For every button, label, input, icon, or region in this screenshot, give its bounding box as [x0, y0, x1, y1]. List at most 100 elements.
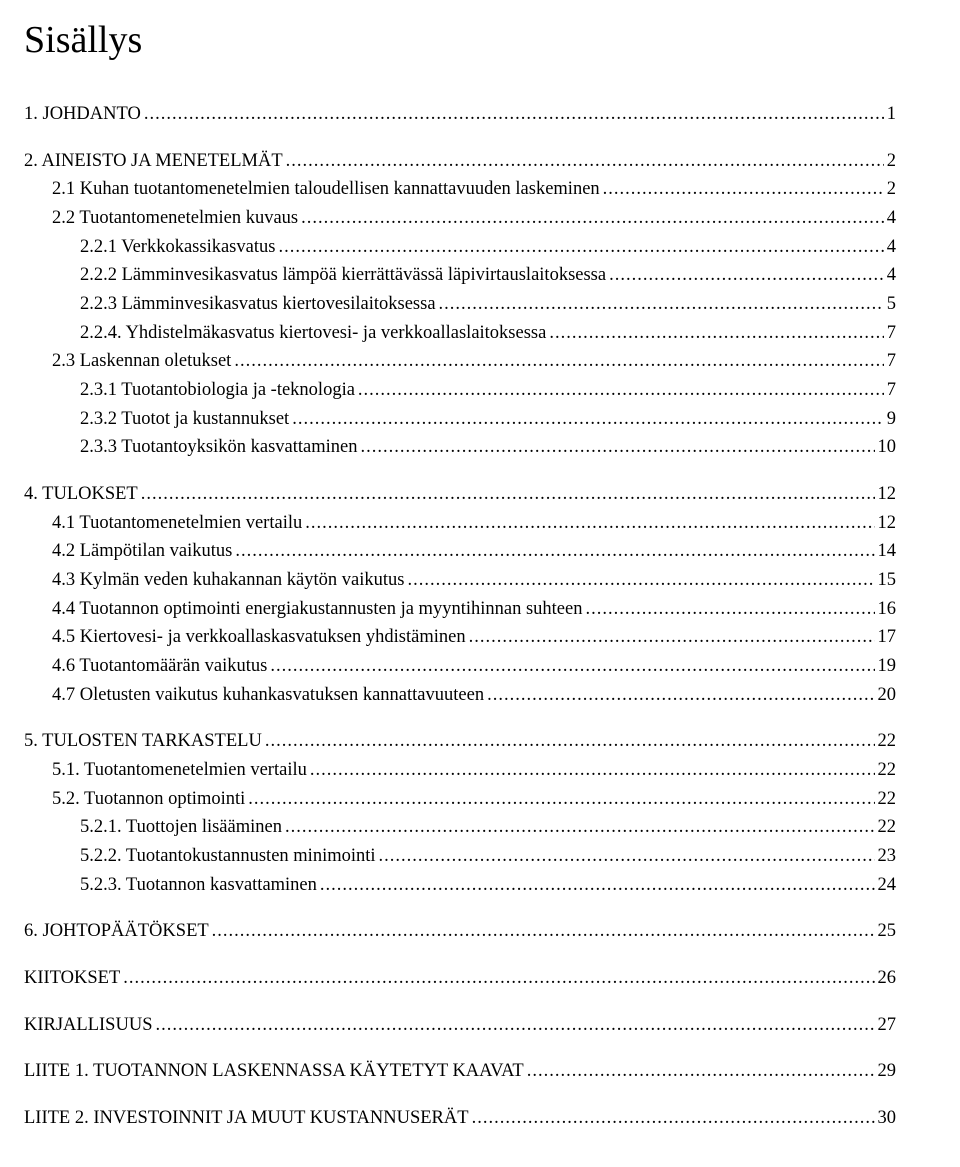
- toc-entry-page: 27: [878, 1011, 897, 1040]
- toc-entry[interactable]: 4.4 Tuotannon optimointi energiakustannu…: [52, 595, 896, 624]
- toc-entry-page: 20: [878, 681, 897, 710]
- toc-leader-dots: [144, 100, 884, 129]
- toc-entry-page: 2: [887, 175, 896, 204]
- toc-entry[interactable]: 4.6 Tuotantomäärän vaikutus 19: [52, 652, 896, 681]
- section-gap: [24, 993, 896, 1011]
- toc-leader-dots: [603, 175, 884, 204]
- toc-entry-label: 4. TULOKSET: [24, 480, 138, 509]
- toc-entry-page: 26: [878, 964, 897, 993]
- toc-entry[interactable]: KIRJALLISUUS 27: [24, 1011, 896, 1040]
- toc-entry[interactable]: LIITE 1. TUOTANNON LASKENNASSA KÄYTETYT …: [24, 1057, 896, 1086]
- toc-entry-label: 5. TULOSTEN TARKASTELU: [24, 727, 262, 756]
- toc-entry-label: 5.2.1. Tuottojen lisääminen: [80, 813, 282, 842]
- toc-entry-label: 2.1 Kuhan tuotantomenetelmien taloudelli…: [52, 175, 600, 204]
- toc-entry-page: 22: [878, 813, 897, 842]
- toc-entry[interactable]: 2.3.3 Tuotantoyksikön kasvattaminen 10: [80, 433, 896, 462]
- toc-entry-page: 7: [887, 347, 896, 376]
- toc-entry-page: 22: [878, 756, 897, 785]
- toc-entry[interactable]: 5.2. Tuotannon optimointi 22: [52, 785, 896, 814]
- toc-entry[interactable]: 4.3 Kylmän veden kuhakannan käytön vaiku…: [52, 566, 896, 595]
- toc-entry[interactable]: 5.2.1. Tuottojen lisääminen 22: [80, 813, 896, 842]
- toc-leader-dots: [278, 233, 883, 262]
- section-gap: [24, 1039, 896, 1057]
- toc-entry-label: 4.7 Oletusten vaikutus kuhankasvatuksen …: [52, 681, 484, 710]
- toc-entry-label: 5.2.3. Tuotannon kasvattaminen: [80, 871, 317, 900]
- toc-leader-dots: [487, 681, 874, 710]
- toc-entry-label: 2.2.4. Yhdistelmäkasvatus kiertovesi- ja…: [80, 319, 546, 348]
- toc-entry-page: 14: [878, 537, 897, 566]
- toc-entry-page: 7: [887, 319, 896, 348]
- toc-leader-dots: [469, 623, 875, 652]
- toc-entry-label: 4.1 Tuotantomenetelmien vertailu: [52, 509, 302, 538]
- toc-entry[interactable]: 5.1. Tuotantomenetelmien vertailu 22: [52, 756, 896, 785]
- toc-entry[interactable]: 4. TULOKSET 12: [24, 480, 896, 509]
- toc-entry-label: 4.5 Kiertovesi- ja verkkoallaskasvatukse…: [52, 623, 466, 652]
- section-gap: [24, 946, 896, 964]
- toc-entry[interactable]: 2.2.1 Verkkokassikasvatus 4: [80, 233, 896, 262]
- toc-container: 1. JOHDANTO 1 2. AINEISTO JA MENETELMÄT 2…: [24, 100, 896, 1133]
- toc-entry-page: 17: [878, 623, 897, 652]
- toc-entry-label: 4.3 Kylmän veden kuhakannan käytön vaiku…: [52, 566, 404, 595]
- toc-entry[interactable]: 5.2.3. Tuotannon kasvattaminen 24: [80, 871, 896, 900]
- toc-leader-dots: [305, 509, 874, 538]
- toc-entry-label: 1. JOHDANTO: [24, 100, 141, 129]
- toc-entry[interactable]: 1. JOHDANTO 1: [24, 100, 896, 129]
- toc-entry-label: 2.3.2 Tuotot ja kustannukset: [80, 405, 289, 434]
- toc-leader-dots: [141, 480, 875, 509]
- toc-leader-dots: [265, 727, 875, 756]
- toc-leader-dots: [212, 917, 875, 946]
- toc-entry[interactable]: 2.2.2 Lämminvesikasvatus lämpöä kierrätt…: [80, 261, 896, 290]
- toc-entry-page: 23: [878, 842, 897, 871]
- toc-entry[interactable]: 2.2 Tuotantomenetelmien kuvaus 4: [52, 204, 896, 233]
- toc-entry-page: 12: [878, 480, 897, 509]
- toc-entry[interactable]: LIITE 2. INVESTOINNIT JA MUUT KUSTANNUSE…: [24, 1104, 896, 1133]
- toc-entry-page: 10: [878, 433, 897, 462]
- toc-entry[interactable]: 4.7 Oletusten vaikutus kuhankasvatuksen …: [52, 681, 896, 710]
- toc-entry-label: 2.2.1 Verkkokassikasvatus: [80, 233, 275, 262]
- toc-entry-label: 2. AINEISTO JA MENETELMÄT: [24, 147, 283, 176]
- toc-entry-page: 19: [878, 652, 897, 681]
- toc-entry[interactable]: 5.2.2. Tuotantokustannusten minimointi 2…: [80, 842, 896, 871]
- toc-entry-label: LIITE 2. INVESTOINNIT JA MUUT KUSTANNUSE…: [24, 1104, 469, 1133]
- toc-entry-page: 29: [878, 1057, 897, 1086]
- toc-entry-page: 30: [878, 1104, 897, 1133]
- toc-entry-label: KIRJALLISUUS: [24, 1011, 152, 1040]
- toc-entry-page: 1: [887, 100, 896, 129]
- toc-entry-label: 5.2. Tuotannon optimointi: [52, 785, 245, 814]
- toc-entry-label: 4.4 Tuotannon optimointi energiakustannu…: [52, 595, 582, 624]
- toc-entry[interactable]: 4.1 Tuotantomenetelmien vertailu 12: [52, 509, 896, 538]
- toc-entry[interactable]: 2.2.3 Lämminvesikasvatus kiertovesilaito…: [80, 290, 896, 319]
- toc-entry[interactable]: 6. JOHTOPÄÄTÖKSET 25: [24, 917, 896, 946]
- toc-leader-dots: [527, 1057, 875, 1086]
- toc-entry[interactable]: 2.1 Kuhan tuotantomenetelmien taloudelli…: [52, 175, 896, 204]
- toc-entry-label: 2.2.3 Lämminvesikasvatus kiertovesilaito…: [80, 290, 436, 319]
- toc-entry[interactable]: 2.3 Laskennan oletukset 7: [52, 347, 896, 376]
- toc-entry[interactable]: 4.2 Lämpötilan vaikutus 14: [52, 537, 896, 566]
- toc-entry[interactable]: KIITOKSET 26: [24, 964, 896, 993]
- toc-leader-dots: [472, 1104, 875, 1133]
- section-gap: [24, 709, 896, 727]
- toc-leader-dots: [407, 566, 874, 595]
- toc-entry[interactable]: 2.3.1 Tuotantobiologia ja -teknologia 7: [80, 376, 896, 405]
- toc-entry-label: 2.3.1 Tuotantobiologia ja -teknologia: [80, 376, 355, 405]
- toc-entry[interactable]: 2.2.4. Yhdistelmäkasvatus kiertovesi- ja…: [80, 319, 896, 348]
- toc-leader-dots: [285, 813, 875, 842]
- section-gap: [24, 462, 896, 480]
- toc-entry-page: 16: [878, 595, 897, 624]
- toc-entry-label: 2.2 Tuotantomenetelmien kuvaus: [52, 204, 298, 233]
- toc-entry-page: 4: [887, 233, 896, 262]
- toc-entry-page: 22: [878, 785, 897, 814]
- toc-entry-page: 4: [887, 204, 896, 233]
- toc-leader-dots: [549, 319, 883, 348]
- toc-entry-page: 5: [887, 290, 896, 319]
- toc-leader-dots: [320, 871, 875, 900]
- section-gap: [24, 1086, 896, 1104]
- toc-leader-dots: [358, 376, 884, 405]
- toc-page: Sisällys 1. JOHDANTO 12. AINEISTO JA MEN…: [0, 0, 960, 1167]
- toc-entry[interactable]: 2. AINEISTO JA MENETELMÄT 2: [24, 147, 896, 176]
- toc-entry[interactable]: 4.5 Kiertovesi- ja verkkoallaskasvatukse…: [52, 623, 896, 652]
- toc-entry[interactable]: 5. TULOSTEN TARKASTELU 22: [24, 727, 896, 756]
- toc-entry-label: 2.3.3 Tuotantoyksikön kasvattaminen: [80, 433, 358, 462]
- toc-entry[interactable]: 2.3.2 Tuotot ja kustannukset 9: [80, 405, 896, 434]
- toc-leader-dots: [270, 652, 874, 681]
